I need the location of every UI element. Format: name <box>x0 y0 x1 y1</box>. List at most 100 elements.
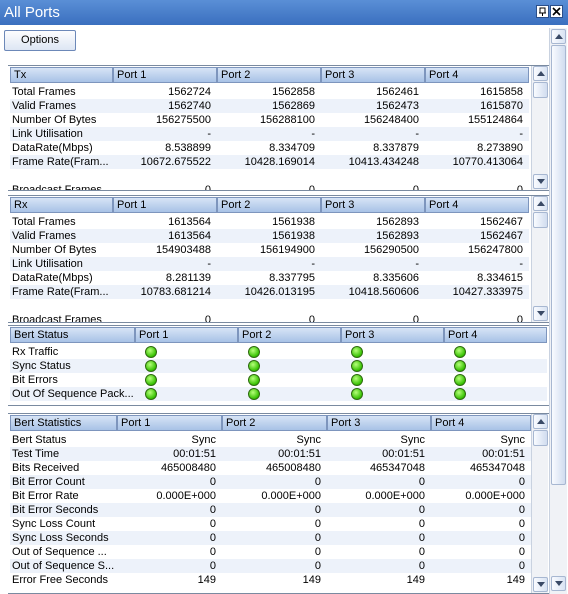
cell-value: 0 <box>418 532 425 544</box>
column-header: Port 3 <box>327 415 431 431</box>
table-row: Bit Error Rate 0.000E+000 0.000E+000 0.000E… <box>10 489 531 503</box>
scrollbar[interactable] <box>531 414 548 593</box>
table-row: Number Of Bytes 156275500 156288100 1562484… <box>10 113 529 127</box>
table-row: Broadcast Frames 0 0 0 0 <box>10 183 529 191</box>
cell-value: 465347048 <box>369 462 425 474</box>
table-row: Bit Error Seconds 0 0 0 0 <box>10 503 531 517</box>
column-header: Port 3 <box>321 197 425 213</box>
row-label: Error Free Seconds <box>12 574 108 586</box>
cell-value: 8.273890 <box>477 142 523 154</box>
cell-value: 0 <box>518 518 525 530</box>
status-indicator <box>351 346 363 358</box>
cell-value: 8.337795 <box>269 272 315 284</box>
scrollbar[interactable] <box>531 66 548 190</box>
cell-value: Sync <box>296 434 321 446</box>
row-label: Bert Status <box>12 434 67 446</box>
column-header: Port 2 <box>222 415 327 431</box>
cell-value: 156288100 <box>259 114 315 126</box>
cell-value: 1562473 <box>376 100 419 112</box>
cell-value: 1562467 <box>480 216 523 228</box>
status-indicator <box>454 388 466 400</box>
cell-value: 1562869 <box>272 100 315 112</box>
cell-value: Sync <box>400 434 425 446</box>
table-row: Error Free Seconds 149 149 149 149 <box>10 573 531 587</box>
scroll-up[interactable] <box>533 66 548 81</box>
table-row: Sync Loss Seconds 0 0 0 0 <box>10 531 531 545</box>
table-row: Sync Status <box>10 359 547 373</box>
row-label: Sync Loss Count <box>12 518 96 530</box>
column-header: Port 3 <box>341 327 444 343</box>
options-button[interactable]: Options <box>4 30 76 51</box>
column-header: Rx <box>10 197 113 213</box>
cell-value: - <box>311 128 315 140</box>
column-header: Port 3 <box>321 67 425 83</box>
cell-value: 00:01:51 <box>482 448 525 460</box>
scroll-up[interactable] <box>533 196 548 211</box>
row-label: Valid Frames <box>12 230 76 242</box>
row-label: DataRate(Mbps) <box>12 272 93 284</box>
cell-value: 0 <box>314 560 321 572</box>
cell-value: 1615870 <box>480 100 523 112</box>
title-icons[interactable] <box>536 5 564 19</box>
cell-value: 0 <box>209 518 216 530</box>
scroll-thumb[interactable] <box>533 212 548 228</box>
scroll-down[interactable] <box>533 577 548 592</box>
column-header: Port 4 <box>425 67 529 83</box>
scroll-down[interactable] <box>533 306 548 321</box>
status-indicator <box>454 346 466 358</box>
cell-value: 156247800 <box>467 244 523 256</box>
status-indicator <box>351 360 363 372</box>
row-label: Bit Error Seconds <box>12 504 99 516</box>
scroll-thumb[interactable] <box>533 82 548 98</box>
cell-value: 0 <box>412 314 419 323</box>
cell-value: 149 <box>506 574 525 586</box>
arrow <box>537 201 545 206</box>
cell-value: 10770.413064 <box>452 156 523 168</box>
column-header: Port 2 <box>217 197 321 213</box>
arrow <box>537 582 545 587</box>
cell-value: 0 <box>418 546 425 558</box>
column-header: Bert Status <box>10 327 135 343</box>
cell-value: 8.334615 <box>477 272 523 284</box>
main-scrollbar[interactable] <box>549 28 567 594</box>
cell-value: 8.281139 <box>165 272 211 284</box>
row-label: Bit Error Rate <box>12 490 79 502</box>
row-label: Test Time <box>12 448 60 460</box>
tx-panel: Tx Port 1 Port 2 Port 3 Port 4 Total Frames 15… <box>8 65 549 191</box>
scroll-down[interactable] <box>533 174 548 189</box>
cell-value: 0 <box>518 476 525 488</box>
cell-value: 0.000E+000 <box>365 490 425 502</box>
cell-value: 0 <box>518 546 525 558</box>
table-row: Frame Rate(Fram... 10783.681214 10426.0131… <box>10 285 529 299</box>
cell-value: 0 <box>314 518 321 530</box>
cell-value: 00:01:51 <box>173 448 216 460</box>
cell-value: 10427.333975 <box>452 286 523 298</box>
cell-value: 0 <box>516 314 523 323</box>
row-label: Rx Traffic <box>12 346 59 358</box>
cell-value: 10413.434248 <box>348 156 419 168</box>
cell-value: 465347048 <box>469 462 525 474</box>
table-row: Total Frames 1562724 1562858 1562461 1615858 <box>10 85 529 99</box>
scroll-up[interactable] <box>533 414 548 429</box>
cell-value: 0 <box>518 504 525 516</box>
row-label: Bits Received <box>12 462 80 474</box>
cell-value: 1562467 <box>480 230 523 242</box>
scrollbar[interactable] <box>531 196 548 322</box>
table-row: Bits Received 465008480 465008480 465347048… <box>10 461 531 475</box>
status-indicator <box>145 388 157 400</box>
cell-value: 156290500 <box>363 244 419 256</box>
cell-value: 1561938 <box>272 230 315 242</box>
status-indicator <box>248 374 260 386</box>
cell-value: 0.000E+000 <box>156 490 216 502</box>
cell-value: 0 <box>308 314 315 323</box>
cell-value: - <box>415 128 419 140</box>
column-header: Port 2 <box>238 327 341 343</box>
status-indicator <box>351 374 363 386</box>
row-label: Number Of Bytes <box>12 244 97 256</box>
cell-value: 8.334709 <box>269 142 315 154</box>
table-row: Link Utilisation - - - - <box>10 127 529 141</box>
row-label: Broadcast Frames <box>12 184 102 191</box>
scroll-thumb[interactable] <box>533 430 548 446</box>
cell-value: 0.000E+000 <box>465 490 525 502</box>
